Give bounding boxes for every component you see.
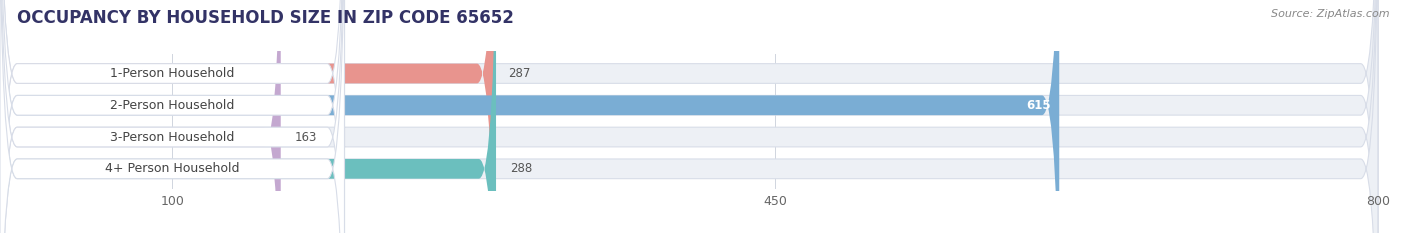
FancyBboxPatch shape [0, 0, 496, 233]
Text: 4+ Person Household: 4+ Person Household [105, 162, 239, 175]
Text: Source: ZipAtlas.com: Source: ZipAtlas.com [1271, 9, 1389, 19]
Text: 1-Person Household: 1-Person Household [110, 67, 235, 80]
Text: 3-Person Household: 3-Person Household [110, 130, 235, 144]
Text: 288: 288 [510, 162, 531, 175]
Text: OCCUPANCY BY HOUSEHOLD SIZE IN ZIP CODE 65652: OCCUPANCY BY HOUSEHOLD SIZE IN ZIP CODE … [17, 9, 513, 27]
FancyBboxPatch shape [0, 0, 344, 233]
FancyBboxPatch shape [0, 0, 1059, 233]
FancyBboxPatch shape [0, 0, 344, 233]
Text: 2-Person Household: 2-Person Household [110, 99, 235, 112]
Text: 287: 287 [508, 67, 530, 80]
FancyBboxPatch shape [0, 0, 281, 233]
Text: 615: 615 [1026, 99, 1050, 112]
Text: 163: 163 [294, 130, 316, 144]
FancyBboxPatch shape [0, 0, 344, 233]
FancyBboxPatch shape [0, 0, 495, 233]
FancyBboxPatch shape [0, 0, 344, 233]
